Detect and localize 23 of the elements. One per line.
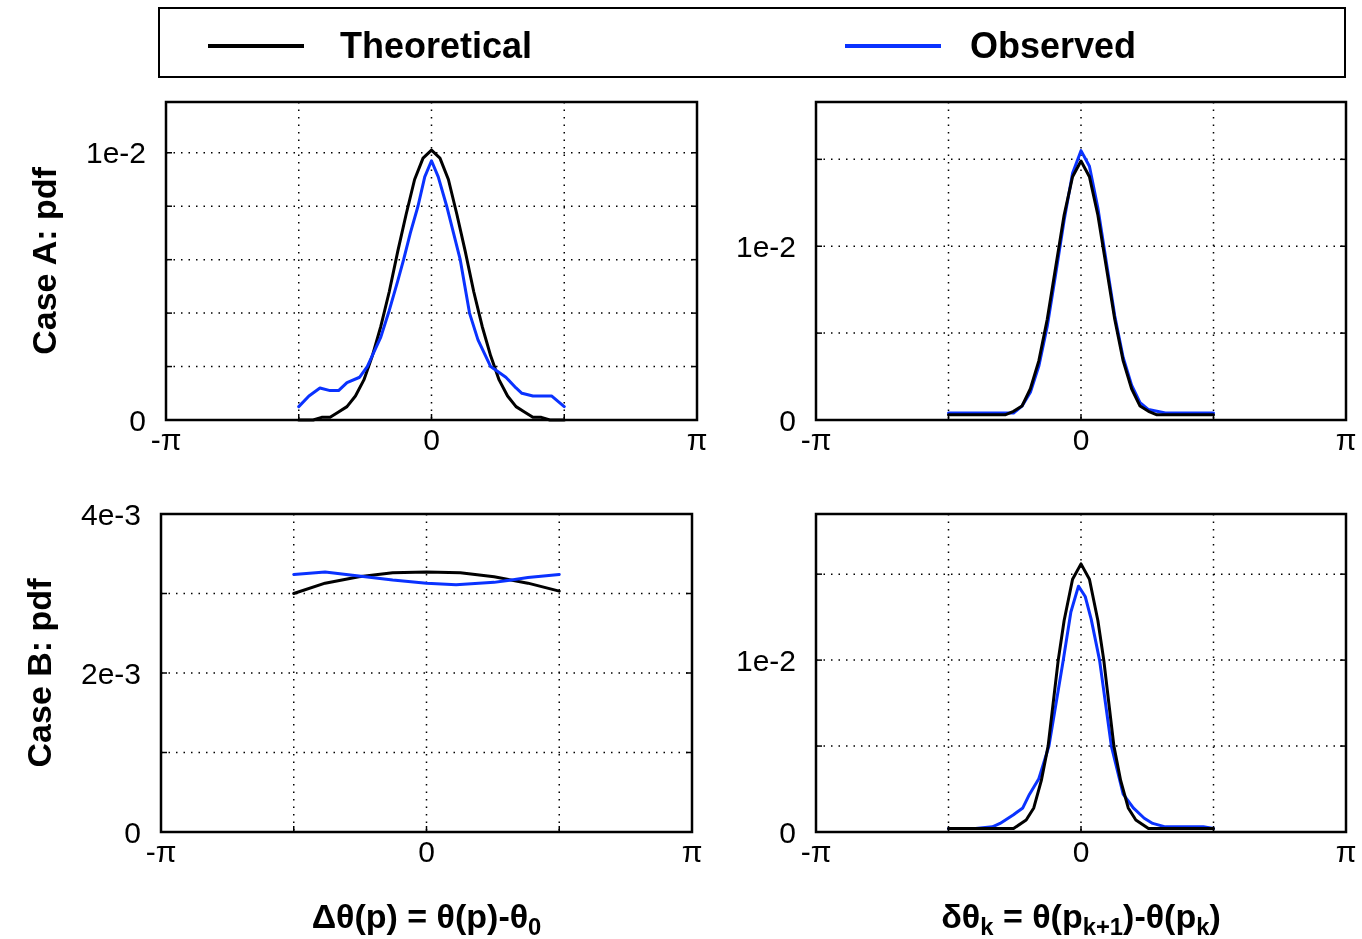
x-axis-title: Δθ(p) = θ(p)-θ$_{0}$: [311, 897, 542, 939]
x-tick-label: π: [1335, 835, 1357, 868]
y-axis-title: Case B: pdf: [20, 577, 58, 768]
x-tick-label: 0: [1072, 423, 1090, 456]
x-tick-label: -π: [800, 835, 832, 868]
x-tick-label: π: [1335, 423, 1357, 456]
x-tick-label: -π: [150, 423, 182, 456]
legend-label: Observed: [970, 25, 1137, 66]
y-axis-title: Case A: pdf: [25, 166, 63, 355]
x-axis-title: δθ$_{k}$ = θ(p$_{k+1}$)-θ(p$_{k}$): [941, 897, 1221, 939]
x-tick-label: 0: [1072, 835, 1090, 868]
x-tick-label: -π: [800, 423, 832, 456]
x-tick-label: -π: [145, 835, 177, 868]
x-tick-label: 0: [423, 423, 440, 456]
legend-label: Theoretical: [340, 25, 533, 66]
y-tick-label: 2e-3: [80, 656, 141, 690]
y-tick-label: 1e-2: [735, 643, 796, 677]
x-tick-label: 0: [418, 835, 435, 868]
x-tick-label: π: [686, 423, 708, 456]
x-tick-label: π: [681, 835, 703, 868]
y-tick-label: 1e-2: [735, 229, 796, 263]
y-tick-label: 4e-3: [80, 497, 141, 531]
y-tick-label: 1e-2: [85, 136, 146, 170]
